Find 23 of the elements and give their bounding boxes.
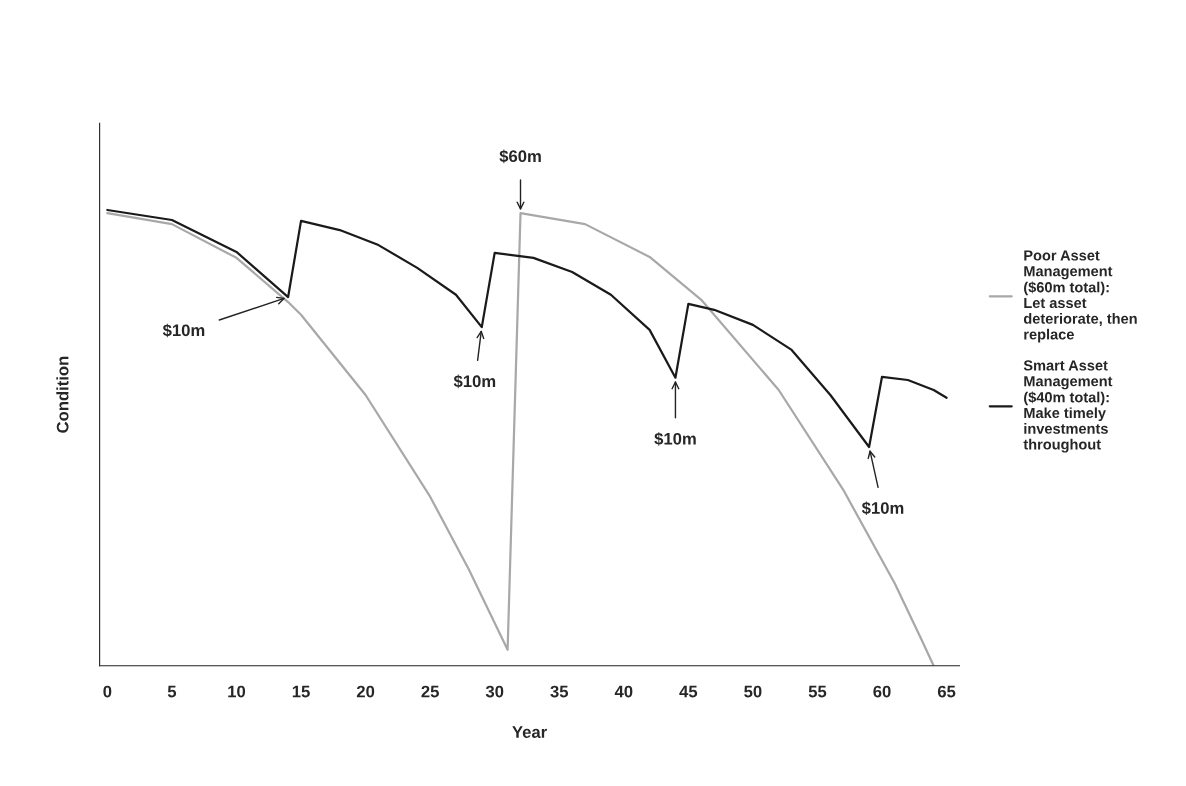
- x-tick-label: 15: [292, 685, 310, 698]
- x-tick-label: 40: [614, 685, 633, 698]
- annotation: $10m: [162, 323, 205, 338]
- x-tick-label: 20: [356, 685, 375, 698]
- annotation: $60m: [499, 149, 541, 164]
- annotation: $10m: [861, 501, 904, 516]
- x-axis-title: Year: [512, 726, 547, 738]
- x-tick-label: 65: [937, 685, 956, 698]
- legend-label: Smart Asset Management ($40m total): Make timely investments throughout: [1023, 360, 1113, 453]
- x-tick-label: 50: [744, 685, 762, 698]
- x-tick-label: 60: [873, 685, 891, 698]
- x-tick-label: 45: [679, 685, 698, 698]
- x-tick-label: 55: [808, 685, 827, 698]
- x-tick-label: 0: [103, 685, 112, 698]
- x-tick-label: 25: [421, 685, 439, 698]
- x-tick-label: 35: [550, 685, 569, 698]
- x-tick-label: 30: [485, 685, 504, 698]
- x-tick-label: 5: [167, 685, 177, 698]
- y-axis-title: Condition: [56, 356, 69, 433]
- legend-label: Poor Asset Management ($60m total): Let asset deteriorate, then replace: [1023, 250, 1137, 343]
- annotation: $10m: [654, 432, 696, 446]
- x-tick-label: 10: [228, 685, 246, 698]
- annotation: $10m: [453, 374, 496, 389]
